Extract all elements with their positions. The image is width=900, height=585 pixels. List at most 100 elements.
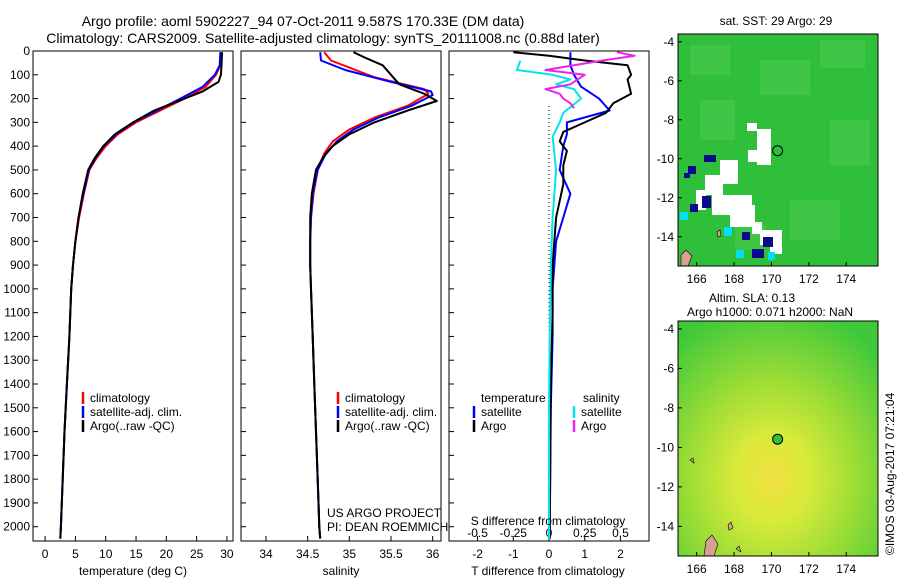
legend-label-satellite: satellite-adj. clim. (90, 405, 182, 419)
project-credit: US ARGO PROJECT (327, 506, 442, 520)
ytick-label: 1500 (3, 401, 30, 415)
legend-title-salinity: salinity (583, 391, 620, 405)
ytick-label: 300 (10, 115, 30, 129)
sst-argo-marker (772, 145, 784, 157)
sst-map (678, 34, 878, 266)
x2tick-label: 0.25 (573, 526, 597, 540)
sla-map-title-1: Altim. SLA: 0.13 (709, 291, 795, 305)
xtick-label: 10 (99, 547, 113, 561)
sla-ytick-label: -4 (663, 322, 674, 336)
ytick-label: 700 (10, 211, 30, 225)
sst-cyan-pixels (680, 212, 775, 260)
series-line-satellite-adj-clim- (59, 52, 222, 539)
legend-label-satellite: satellite-adj. clim. (345, 405, 437, 419)
xtick-label: 35.5 (379, 547, 403, 561)
sla-xtick-label: 166 (687, 562, 707, 576)
difference-x2label: S difference from climatology (471, 514, 626, 528)
sla-xtick-label: 174 (836, 562, 856, 576)
difference-legend: temperature salinity satellite Argo sate… (472, 391, 622, 433)
legend-label-climatology: climatology (345, 391, 405, 405)
xtick-label: 36 (426, 547, 440, 561)
legend-label-argo: Argo(..raw -QC) (90, 419, 175, 433)
xtick-label: 2 (617, 547, 624, 561)
ytick-label: 400 (10, 139, 30, 153)
xtick-label: 30 (220, 547, 234, 561)
ytick-label: 1800 (3, 472, 30, 486)
ytick-label: 2000 (3, 520, 30, 534)
sla-xtick-label: 168 (724, 562, 744, 576)
sla-map-title-2: Argo h1000: 0.071 h2000: NaN (687, 305, 853, 319)
legend-label-t-satellite: satellite (481, 405, 522, 419)
sst-xtick-label: 168 (724, 272, 744, 286)
temperature-xlabel: temperature (deg C) (79, 564, 187, 578)
map-axis-ticks: 166 168 170 172 174 -4 -6 -8 -10 -12 -14 166 168 170 1… (657, 35, 857, 576)
sst-ytick-label: -6 (663, 74, 674, 88)
ytick-label: 1400 (3, 377, 30, 391)
x2tick-label: -0.5 (467, 526, 488, 540)
ytick-label: 1000 (3, 282, 30, 296)
ytick-label: 1200 (3, 329, 30, 343)
sla-xtick-label: 170 (761, 562, 781, 576)
sla-argo-marker (772, 433, 784, 445)
series-line-argo-raw-qc- (59, 52, 224, 539)
series-line-climatology (59, 52, 222, 539)
legend-title-temperature: temperature (481, 391, 546, 405)
sst-xtick-label: 174 (836, 272, 856, 286)
xtick-label: 1 (581, 547, 588, 561)
sla-islands (689, 457, 742, 556)
ytick-label: 600 (10, 187, 30, 201)
salinity-legend: climatology satellite-adj. clim. Argo(..… (336, 391, 437, 433)
sla-xtick-label: 172 (799, 562, 819, 576)
xtick-label: -1 (508, 547, 519, 561)
sst-ytick-label: -4 (663, 35, 674, 49)
sst-ytick-label: -12 (657, 191, 675, 205)
legend-label-argo: Argo(..raw -QC) (345, 419, 430, 433)
title-line-1: Argo profile: aoml 5902227_94 07-Oct-201… (82, 13, 525, 29)
salinity-xlabel: salinity (323, 564, 360, 578)
ytick-label: 200 (10, 92, 30, 106)
ytick-label: 1600 (3, 425, 30, 439)
xtick-label: 34 (259, 547, 273, 561)
ytick-label: 1700 (3, 448, 30, 462)
ytick-label: 500 (10, 163, 30, 177)
series-line-argo-raw-qc- (309, 51, 438, 539)
sst-xtick-label: 170 (761, 272, 781, 286)
legend-label-t-argo: Argo (481, 419, 507, 433)
ytick-label: 1300 (3, 353, 30, 367)
sla-map-frame (677, 320, 879, 557)
temperature-legend: climatology satellite-adj. clim. Argo(..… (81, 391, 182, 433)
xtick-label: -2 (472, 547, 483, 561)
sla-ytick-label: -10 (657, 440, 675, 454)
axis-ticks: 0100200300400500600700800900100011001200… (3, 44, 629, 561)
sla-ytick-label: -6 (663, 361, 674, 375)
salinity-panel-frame (240, 50, 442, 542)
profile-lines (59, 51, 636, 541)
sla-ytick-label: -8 (663, 401, 674, 415)
ytick-label: 1900 (3, 496, 30, 510)
sst-islands (680, 229, 722, 266)
sst-ytick-label: -10 (657, 152, 675, 166)
series-line-salinity-satellite (515, 60, 583, 539)
ytick-label: 900 (10, 258, 30, 272)
difference-xlabel: T difference from climatology (471, 564, 625, 578)
xtick-label: 35 (343, 547, 357, 561)
sst-ytick-label: -8 (663, 113, 674, 127)
sla-ytick-label: -14 (657, 519, 675, 533)
series-line-satellite-adj-clim- (309, 52, 434, 539)
title-line-2: Climatology: CARS2009. Satellite-adjuste… (46, 30, 600, 46)
sla-ytick-label: -12 (657, 480, 675, 494)
legend-label-s-argo: Argo (581, 419, 607, 433)
xtick-label: 0 (546, 547, 553, 561)
ytick-label: 100 (10, 68, 30, 82)
ytick-label: 0 (23, 44, 30, 58)
temperature-panel-frame (32, 50, 234, 542)
xtick-label: 20 (160, 547, 174, 561)
sst-xtick-label: 166 (687, 272, 707, 286)
series-line-temperature-argo (513, 51, 633, 539)
pi-credit: PI: DEAN ROEMMICH (327, 520, 448, 534)
xtick-label: 5 (72, 547, 79, 561)
sst-cold-pixels (684, 155, 773, 258)
xtick-label: 34.5 (296, 547, 320, 561)
x2tick-label: 0.5 (612, 526, 629, 540)
